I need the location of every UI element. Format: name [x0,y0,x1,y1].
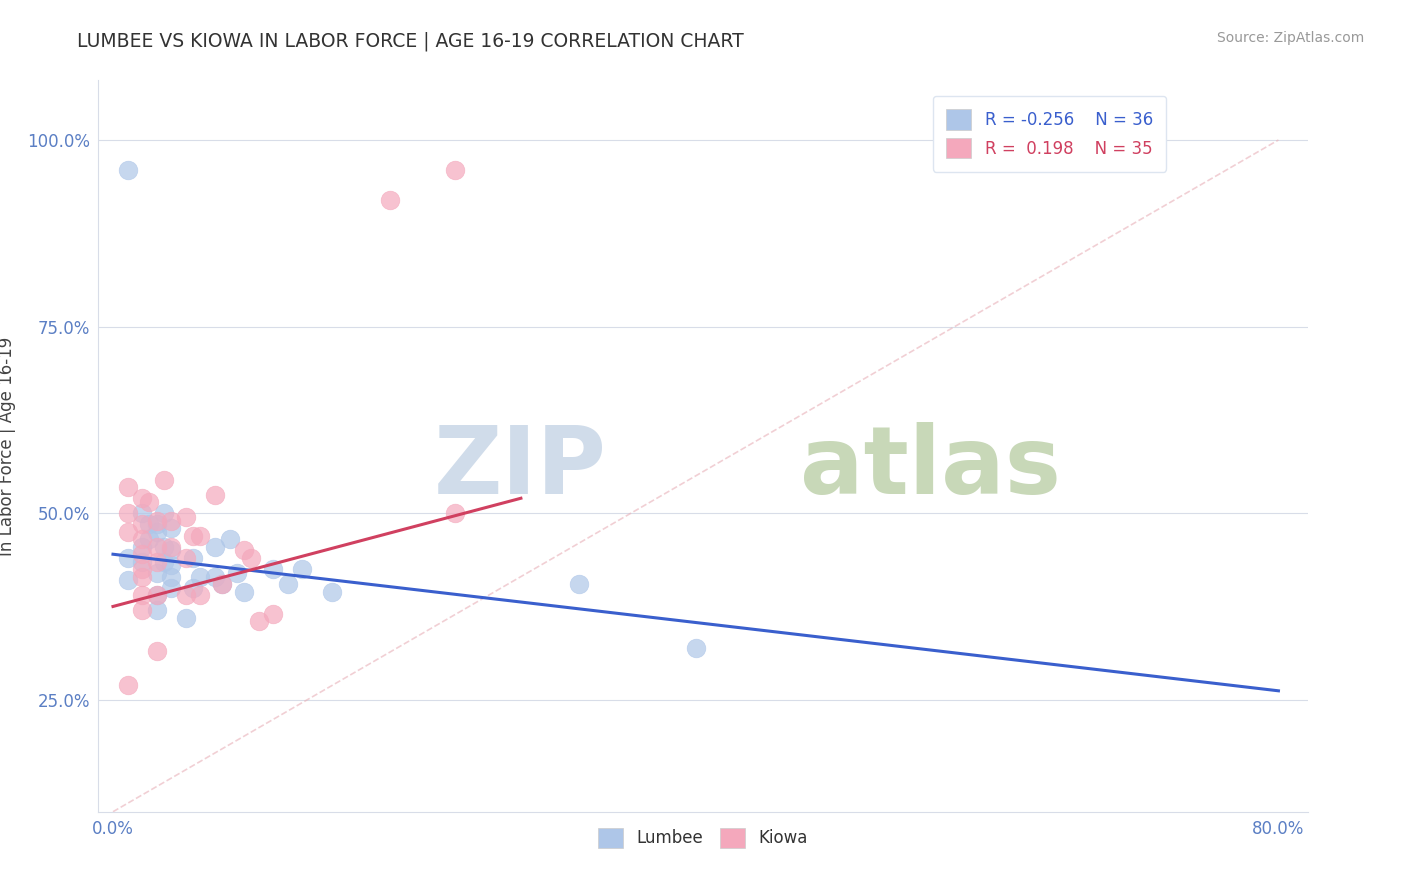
Point [117,551,139,566]
Point [160,521,183,535]
Point [131,517,153,532]
Point [131,588,153,602]
Point [160,558,183,573]
Point [174,588,197,602]
Point [138,495,160,509]
Point [444,162,467,177]
Point [262,562,284,576]
Point [160,543,183,558]
Point [211,577,233,591]
Point [145,588,167,602]
Point [145,555,167,569]
Point [131,603,153,617]
Point [131,569,153,583]
Legend: Lumbee, Kiowa: Lumbee, Kiowa [592,821,814,855]
Text: Source: ZipAtlas.com: Source: ZipAtlas.com [1216,31,1364,45]
Point [190,569,212,583]
Point [117,574,139,588]
Point [247,615,270,629]
Point [204,487,226,501]
Point [211,577,233,591]
Point [145,588,167,602]
Point [160,540,183,554]
Point [131,506,153,520]
Point [153,506,176,520]
Point [138,533,160,547]
Text: LUMBEE VS KIOWA IN LABOR FORCE | AGE 16-19 CORRELATION CHART: LUMBEE VS KIOWA IN LABOR FORCE | AGE 16-… [77,31,744,51]
Point [277,577,299,591]
Point [204,540,226,554]
Point [233,543,256,558]
Point [160,569,183,583]
Point [685,640,707,655]
Point [131,562,153,576]
Point [291,562,314,576]
Point [131,547,153,561]
Text: atlas: atlas [800,422,1060,514]
Point [145,566,167,580]
Point [181,528,204,542]
Point [181,581,204,595]
Point [145,603,167,617]
Point [174,509,197,524]
Point [204,569,226,583]
Point [225,566,247,580]
Text: ZIP: ZIP [433,422,606,514]
Point [138,517,160,532]
Point [131,555,153,569]
Point [174,610,197,624]
Point [117,678,139,692]
Point [181,551,204,566]
Point [190,588,212,602]
Point [131,533,153,547]
Point [444,506,467,520]
Point [117,506,139,520]
Point [117,480,139,494]
Point [378,193,401,207]
Point [117,524,139,539]
Point [153,473,176,487]
Y-axis label: In Labor Force | Age 16-19: In Labor Force | Age 16-19 [0,336,15,556]
Point [145,644,167,658]
Point [131,491,153,506]
Point [131,540,153,554]
Point [160,514,183,528]
Point [153,555,176,569]
Point [262,607,284,621]
Point [160,581,183,595]
Point [117,162,139,177]
Point [145,540,167,554]
Point [145,517,167,532]
Point [321,584,343,599]
Point [233,584,256,599]
Point [145,514,167,528]
Point [190,528,212,542]
Point [240,551,263,566]
Point [153,540,176,554]
Point [218,533,240,547]
Point [568,577,591,591]
Point [174,551,197,566]
Point [145,524,167,539]
